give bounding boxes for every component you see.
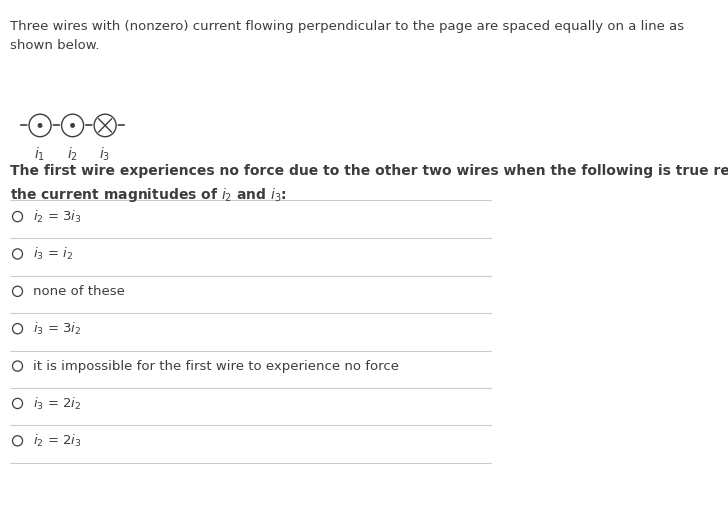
Circle shape <box>12 398 23 409</box>
Text: $i_3$: $i_3$ <box>100 146 111 163</box>
Circle shape <box>12 324 23 334</box>
Text: $i_2$ = 2$i_3$: $i_2$ = 2$i_3$ <box>33 433 82 449</box>
Circle shape <box>12 286 23 296</box>
Text: $i_2$ = 3$i_3$: $i_2$ = 3$i_3$ <box>33 208 82 225</box>
Text: $i_3$ = 2$i_2$: $i_3$ = 2$i_2$ <box>33 395 81 412</box>
Text: Three wires with (nonzero) current flowing perpendicular to the page are spaced : Three wires with (nonzero) current flowi… <box>10 20 684 53</box>
Circle shape <box>12 211 23 222</box>
Circle shape <box>29 114 51 137</box>
Circle shape <box>94 114 116 137</box>
Circle shape <box>70 123 75 128</box>
Circle shape <box>28 113 52 138</box>
Text: $i_1$: $i_1$ <box>34 146 46 163</box>
Text: $i_2$: $i_2$ <box>67 146 78 163</box>
Circle shape <box>12 436 23 446</box>
Text: The first wire experiences no force due to the other two wires when the followin: The first wire experiences no force due … <box>10 164 728 204</box>
Circle shape <box>92 113 118 138</box>
Text: $i_3$ = $i_2$: $i_3$ = $i_2$ <box>33 246 73 262</box>
Circle shape <box>12 249 23 259</box>
Text: $i_3$ = 3$i_2$: $i_3$ = 3$i_2$ <box>33 321 81 337</box>
Text: it is impossible for the first wire to experience no force: it is impossible for the first wire to e… <box>33 359 398 373</box>
Circle shape <box>62 114 84 137</box>
Circle shape <box>60 113 85 138</box>
Text: none of these: none of these <box>33 285 124 298</box>
Circle shape <box>38 123 42 128</box>
Circle shape <box>12 361 23 371</box>
